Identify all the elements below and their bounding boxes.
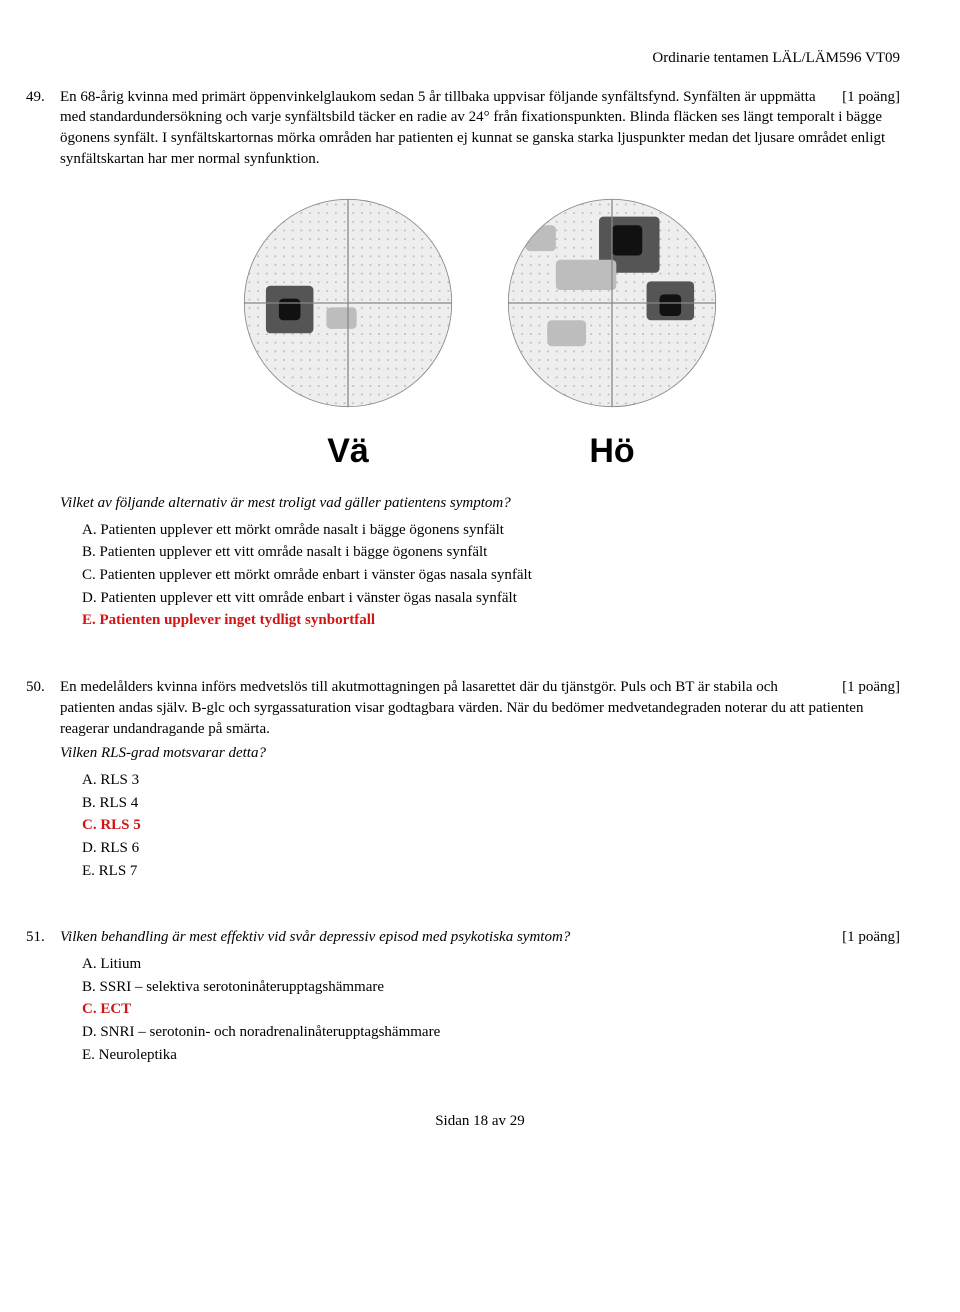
question-points: [1 poäng] <box>842 927 900 948</box>
question-text: En 68-årig kvinna med primärt öppenvinke… <box>60 89 885 167</box>
option-c: C. Patienten upplever ett mörkt område e… <box>82 565 900 586</box>
page-header: Ordinarie tentamen LÄL/LÄM596 VT09 <box>60 48 900 69</box>
option-c-correct: C. ECT <box>82 999 900 1020</box>
option-list: A. Litium B. SSRI – selektiva serotoninå… <box>82 954 900 1065</box>
figure-label-left: Vä <box>240 428 456 475</box>
option-d: D. SNRI – serotonin- och noradrenalinåte… <box>82 1022 900 1043</box>
visual-field-left-eye <box>240 195 456 411</box>
question-51: 51. [1 poäng] Vilken behandling är mest … <box>60 927 900 1065</box>
option-d: D. RLS 6 <box>82 838 900 859</box>
figure-label-right: Hö <box>504 428 720 475</box>
question-49: 49. [1 poäng] En 68-årig kvinna med prim… <box>60 87 900 631</box>
question-prompt: Vilket av följande alternativ är mest tr… <box>60 493 900 514</box>
option-e-correct: E. Patienten upplever inget tydligt synb… <box>82 610 900 631</box>
option-b: B. Patienten upplever ett vitt område na… <box>82 542 900 563</box>
option-b: B. SSRI – selektiva serotoninåterupptags… <box>82 977 900 998</box>
option-c-correct: C. RLS 5 <box>82 815 900 836</box>
option-a: A. Patienten upplever ett mörkt område n… <box>82 520 900 541</box>
question-50: 50. [1 poäng] En medelålders kvinna infö… <box>60 677 900 881</box>
option-b: B. RLS 4 <box>82 793 900 814</box>
question-number: 50. <box>26 677 45 698</box>
question-points: [1 poäng] <box>842 87 900 108</box>
option-e: E. RLS 7 <box>82 861 900 882</box>
question-number: 49. <box>26 87 45 108</box>
option-list: A. RLS 3 B. RLS 4 C. RLS 5 D. RLS 6 E. R… <box>82 770 900 881</box>
question-prompt: Vilken RLS-grad motsvarar detta? <box>60 743 900 764</box>
question-prompt: Vilken behandling är mest effektiv vid s… <box>60 929 570 945</box>
question-points: [1 poäng] <box>842 677 900 698</box>
option-list: A. Patienten upplever ett mörkt område n… <box>82 520 900 631</box>
page-footer: Sidan 18 av 29 <box>60 1111 900 1132</box>
visual-field-right-eye <box>504 195 720 411</box>
option-a: A. Litium <box>82 954 900 975</box>
visual-field-figure: Vä Hö <box>60 195 900 475</box>
option-a: A. RLS 3 <box>82 770 900 791</box>
option-e: E. Neuroleptika <box>82 1045 900 1066</box>
option-d: D. Patienten upplever ett vitt område en… <box>82 588 900 609</box>
question-number: 51. <box>26 927 45 948</box>
question-text: En medelålders kvinna införs medvetslös … <box>60 679 863 736</box>
